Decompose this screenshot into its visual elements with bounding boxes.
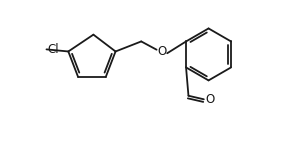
Text: O: O — [206, 93, 215, 106]
Text: Cl: Cl — [47, 44, 59, 56]
Text: O: O — [157, 45, 167, 58]
